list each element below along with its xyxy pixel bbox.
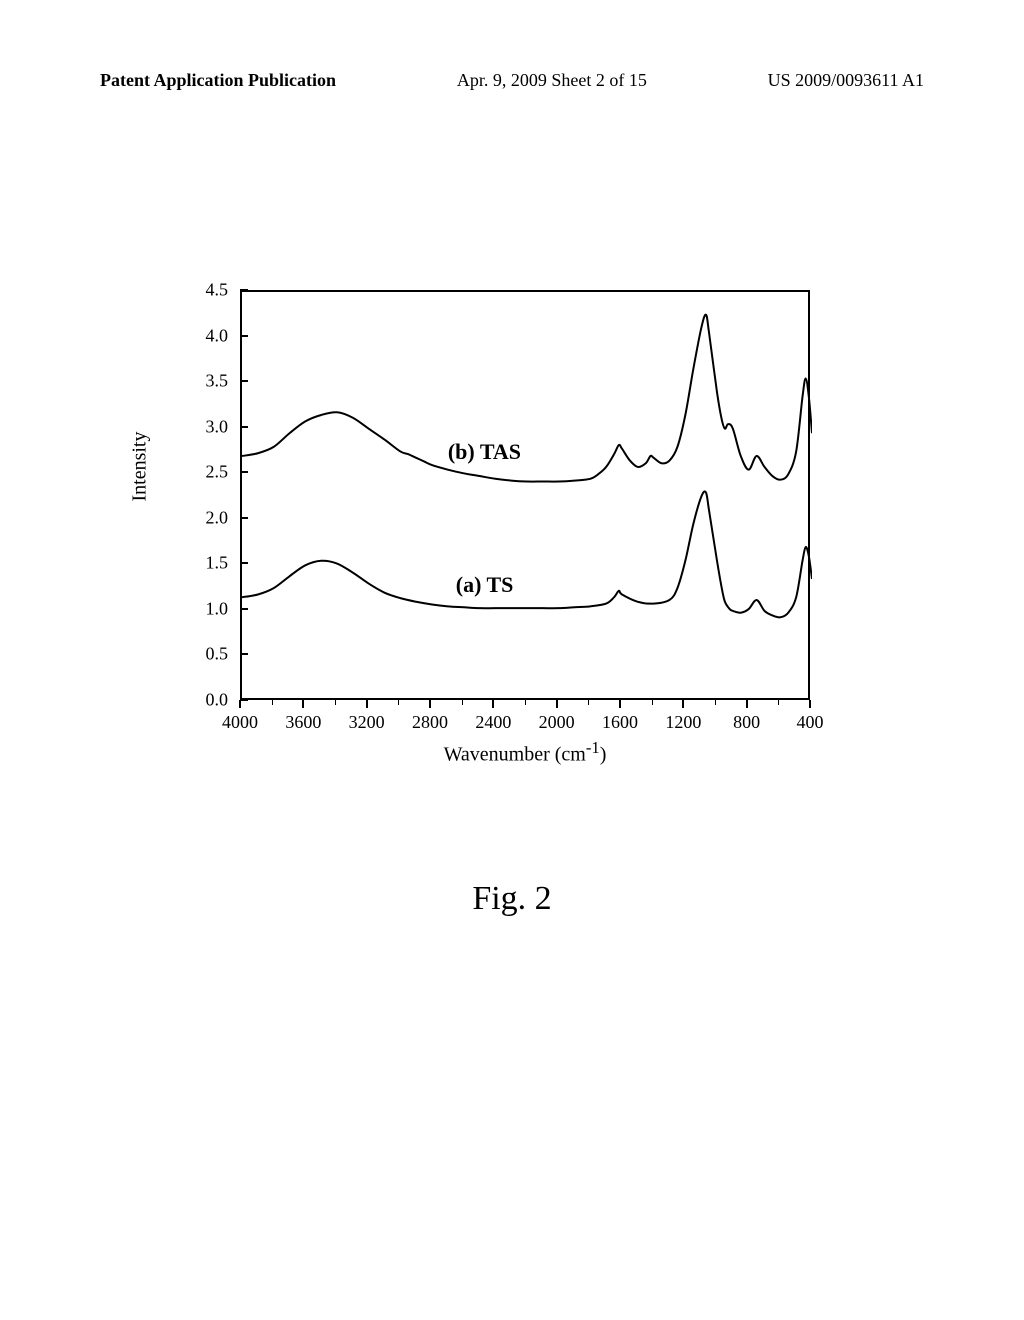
page-header: Patent Application Publication Apr. 9, 2… — [0, 70, 1024, 91]
plot-area: (a) TS (b) TAS — [240, 290, 810, 700]
x-axis-title: Wavenumber (cm-1) — [240, 738, 810, 767]
y-ticks: 0.00.51.01.52.02.53.03.54.04.5 — [210, 290, 240, 700]
label-tas: (b) TAS — [448, 439, 521, 465]
spectrum-curves — [242, 292, 812, 702]
header-center: Apr. 9, 2009 Sheet 2 of 15 — [457, 70, 647, 91]
figure-caption: Fig. 2 — [0, 880, 1024, 918]
header-left: Patent Application Publication — [100, 70, 336, 91]
ir-spectrum-chart: Intensity 0.00.51.01.52.02.53.03.54.04.5… — [150, 290, 870, 770]
header-right: US 2009/0093611 A1 — [768, 70, 924, 91]
y-axis-title: Intensity — [129, 432, 152, 502]
label-ts: (a) TS — [456, 572, 514, 598]
